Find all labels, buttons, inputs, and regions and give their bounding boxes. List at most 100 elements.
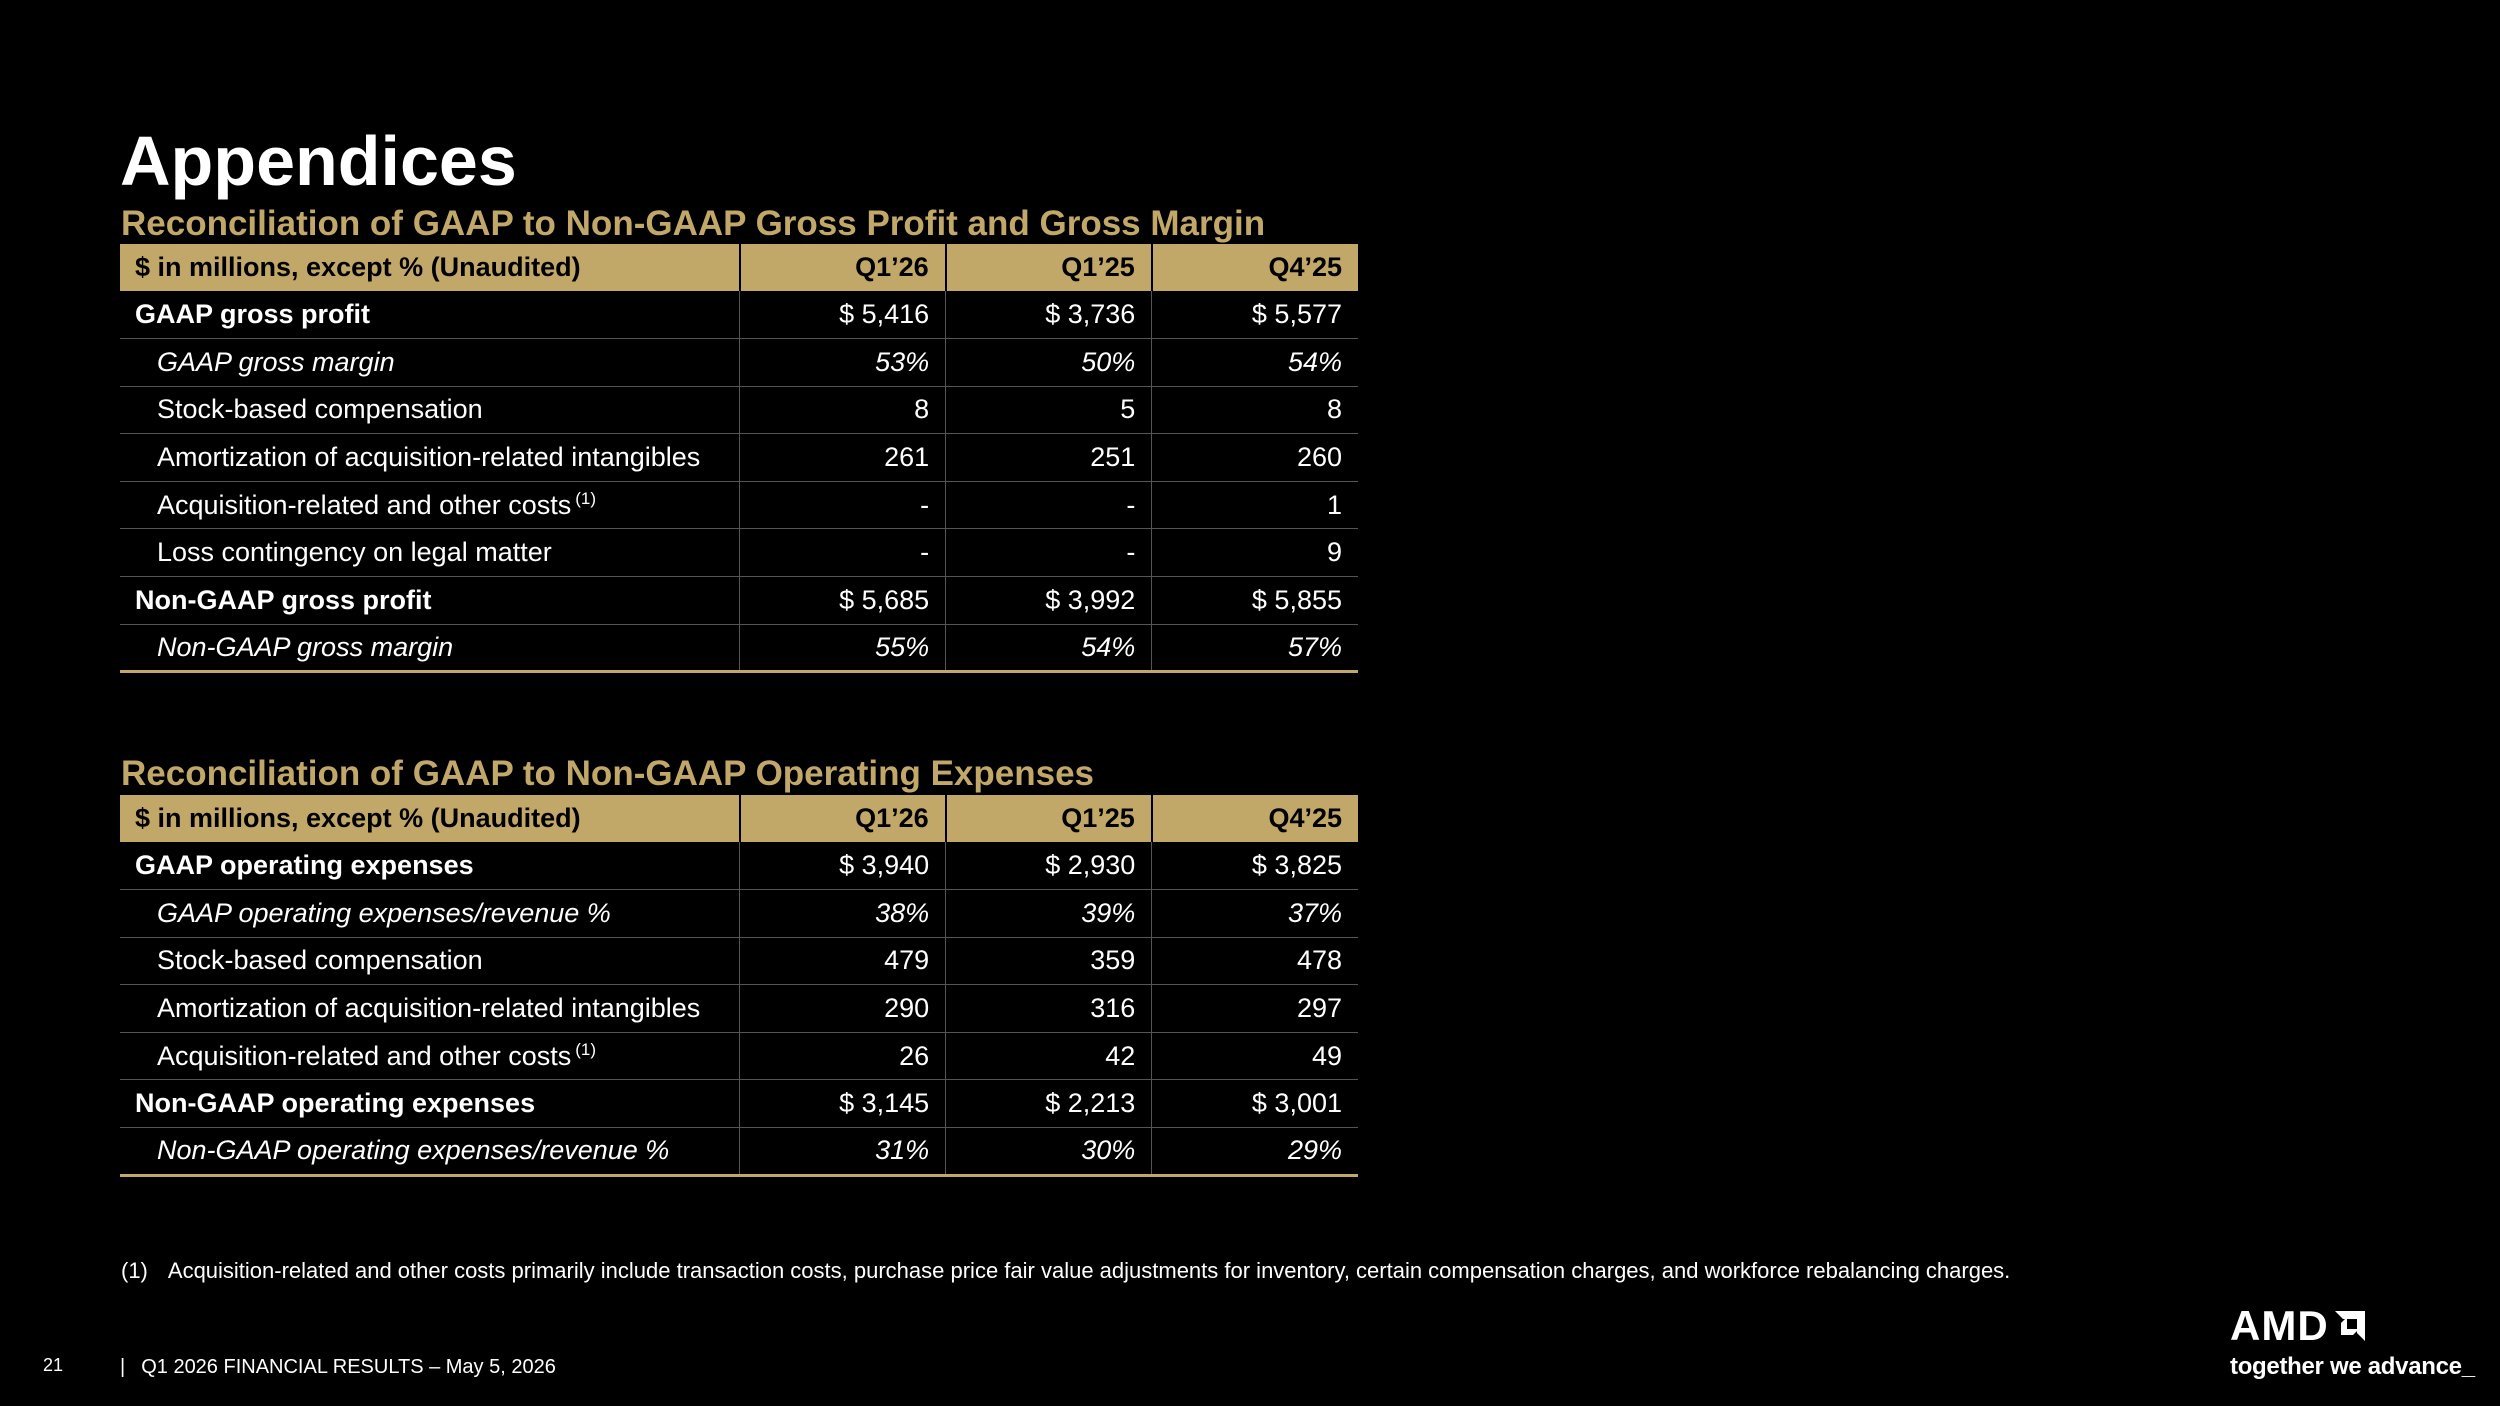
cell-value: 37% [1151,889,1358,938]
footnote-marker: (1) [575,1040,597,1060]
cell-value: $ 2,930 [945,842,1153,891]
cell-value: 26 [739,1032,947,1081]
cell-value: 359 [945,937,1153,986]
table-row: GAAP operating expenses/revenue % 38% 39… [120,889,1358,938]
column-header-q1-26: Q1’26 [739,244,947,291]
table-header-row: $ in millions, except % (Unaudited) Q1’2… [120,795,1358,842]
cell-value: 29% [1151,1127,1358,1177]
cell-value: $ 3,940 [739,842,947,891]
row-label: Amortization of acquisition-related inta… [120,984,740,1033]
row-label: GAAP operating expenses [120,842,740,891]
cell-value: $ 3,825 [1151,842,1358,891]
column-header-label: $ in millions, except % (Unaudited) [120,795,741,842]
table-row: GAAP gross margin 53% 50% 54% [120,338,1358,387]
column-header-q4-25: Q4’25 [1151,795,1358,842]
cell-value: 39% [945,889,1153,938]
column-header-q1-25: Q1’25 [945,795,1153,842]
cell-value: 261 [739,433,947,482]
row-label: Non-GAAP operating expenses/revenue % [120,1127,740,1177]
amd-arrow-icon [2334,1311,2365,1341]
row-label: GAAP operating expenses/revenue % [120,889,740,938]
gross-profit-table: $ in millions, except % (Unaudited) Q1’2… [120,244,1358,674]
table-row: GAAP operating expenses $ 3,940 $ 2,930 … [120,842,1358,891]
footnote-text: Acquisition-related and other costs prim… [167,1258,2011,1283]
cell-value: 57% [1151,624,1358,674]
row-label: Non-GAAP gross margin [120,624,740,674]
row-label: Acquisition-related and other costs [157,1041,572,1072]
table-row: Non-GAAP gross profit $ 5,685 $ 3,992 $ … [120,576,1358,625]
footnote: (1) Acquisition-related and other costs p… [121,1258,2010,1284]
column-header-q4-25: Q4’25 [1151,244,1358,291]
cell-value: 42 [945,1032,1153,1081]
cell-value: 316 [945,984,1153,1033]
table-row: GAAP gross profit $ 5,416 $ 3,736 $ 5,57… [120,291,1358,340]
table-row: Stock-based compensation 479 359 478 [120,937,1358,986]
table-header-row: $ in millions, except % (Unaudited) Q1’2… [120,244,1358,291]
cell-value: $ 3,992 [945,576,1153,625]
opex-section-title: Reconciliation of GAAP to Non-GAAP Opera… [121,754,1095,793]
gross-profit-section-title: Reconciliation of GAAP to Non-GAAP Gross… [121,204,1266,243]
cell-value: 50% [945,338,1153,387]
column-header-q1-26: Q1’26 [739,795,947,842]
cell-value: $ 3,736 [945,291,1153,340]
row-label: GAAP gross profit [120,291,740,340]
cell-value: $ 3,145 [739,1079,947,1129]
cell-value: 5 [945,386,1153,435]
tagline: together we advance_ [2230,1353,2475,1380]
cell-value: $ 5,685 [739,576,947,625]
table-row: Non-GAAP operating expenses $ 3,145 $ 2,… [120,1079,1358,1129]
footnote-number: (1) [121,1258,148,1283]
cell-value: 290 [739,984,947,1033]
cell-value: 31% [739,1127,947,1177]
cell-value: 297 [1151,984,1358,1033]
table-row: Loss contingency on legal matter - - 9 [120,528,1358,578]
table-row: Non-GAAP operating expenses/revenue % 31… [120,1127,1358,1177]
cell-value: 478 [1151,937,1358,986]
cell-value: 54% [1151,338,1358,387]
cell-value: 260 [1151,433,1358,482]
row-label: Stock-based compensation [120,937,740,986]
cell-value: - [945,481,1153,530]
row-label: Non-GAAP operating expenses [120,1079,740,1129]
cell-value: 9 [1151,528,1358,578]
footer-separator: | [120,1356,126,1378]
table-row: Non-GAAP gross margin 55% 54% 57% [120,624,1358,674]
cell-value: $ 2,213 [945,1079,1153,1129]
cell-value: 8 [1151,386,1358,435]
row-label: Acquisition-related and other costs [157,490,572,521]
row-label: Non-GAAP gross profit [120,576,740,625]
cell-value: - [739,528,947,578]
row-label-cell: Acquisition-related and other costs (1) [120,481,740,530]
opex-table: $ in millions, except % (Unaudited) Q1’2… [120,795,1358,1177]
footer-text: Q1 2026 FINANCIAL RESULTS – May 5, 2026 [141,1356,556,1378]
row-label: Loss contingency on legal matter [120,528,740,578]
cell-value: 38% [739,889,947,938]
row-label: GAAP gross margin [120,338,740,387]
cell-value: 1 [1151,481,1358,530]
cell-value: 8 [739,386,947,435]
row-label-cell: Acquisition-related and other costs (1) [120,1032,740,1081]
cell-value: 54% [945,624,1153,674]
cell-value: 55% [739,624,947,674]
row-label: Stock-based compensation [120,386,740,435]
cell-value: 53% [739,338,947,387]
cell-value: - [739,481,947,530]
logo-wordmark: AMD [2230,1302,2329,1349]
page-title: Appendices [120,122,517,200]
cell-value: 30% [945,1127,1153,1177]
footnote-marker: (1) [575,489,597,509]
footer: | Q1 2026 FINANCIAL RESULTS – May 5, 2026 [120,1356,556,1379]
table-row: Amortization of acquisition-related inta… [120,433,1358,482]
row-label: Amortization of acquisition-related inta… [120,433,740,482]
cell-value: 479 [739,937,947,986]
column-header-q1-25: Q1’25 [945,244,1153,291]
cell-value: 49 [1151,1032,1358,1081]
table-row: Acquisition-related and other costs (1) -… [120,481,1358,530]
table-row: Stock-based compensation 8 5 8 [120,386,1358,435]
column-header-label: $ in millions, except % (Unaudited) [120,244,741,291]
cell-value: - [945,528,1153,578]
page-number: 21 [43,1355,64,1375]
table-row: Amortization of acquisition-related inta… [120,984,1358,1033]
amd-logo: AMD together we advance_ [2230,1302,2475,1381]
cell-value: $ 5,577 [1151,291,1358,340]
